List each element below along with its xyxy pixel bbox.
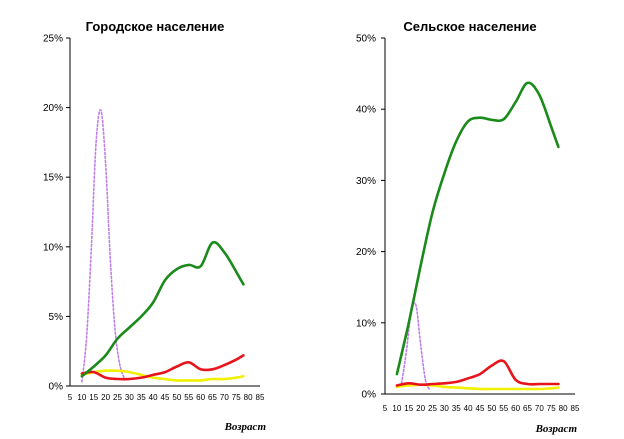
x-tick-label: 85 bbox=[571, 404, 580, 413]
x-tick-label: 10 bbox=[392, 404, 401, 413]
x-tick-label: 50 bbox=[487, 404, 496, 413]
series-line-red bbox=[80, 354, 245, 381]
series-line-violet bbox=[81, 109, 126, 383]
y-tick-label: 30% bbox=[356, 176, 376, 187]
series-line-green bbox=[395, 81, 560, 376]
x-tick-label: 80 bbox=[559, 404, 568, 413]
x-tick-label: 45 bbox=[476, 404, 485, 413]
y-tick-label: 10% bbox=[43, 242, 63, 253]
x-tick-label: 60 bbox=[196, 393, 205, 402]
series-line-green bbox=[80, 240, 245, 378]
y-tick-label: 20% bbox=[43, 103, 63, 114]
x-tick-label: 55 bbox=[499, 404, 508, 413]
x-tick-label: 5 bbox=[383, 404, 388, 413]
x-tick-label: 20 bbox=[416, 404, 425, 413]
series-line-violet bbox=[400, 301, 431, 392]
chart-rural: Сельское население Возраст 0% 10% 20% 30% 40… bbox=[356, 19, 580, 435]
x-tick-label: 15 bbox=[89, 393, 98, 402]
x-tick-label: 10 bbox=[77, 393, 86, 402]
x-tick-label: 40 bbox=[464, 404, 473, 413]
x-tick-label: 30 bbox=[440, 404, 449, 413]
x-tick-label: 65 bbox=[208, 393, 217, 402]
y-tick-label: 0% bbox=[49, 382, 64, 393]
x-tick-label: 55 bbox=[184, 393, 193, 402]
x-tick-label: 45 bbox=[161, 393, 170, 402]
x-tick-label: 70 bbox=[220, 393, 229, 402]
x-axis-label: Возраст bbox=[535, 423, 578, 435]
y-tick-label: 5% bbox=[49, 312, 64, 323]
y-tick-label: 50% bbox=[356, 34, 376, 45]
x-tick-label: 65 bbox=[523, 404, 532, 413]
x-axis-label: Возраст bbox=[224, 421, 267, 433]
y-tick-label: 40% bbox=[356, 105, 376, 116]
x-tick-label: 35 bbox=[452, 404, 461, 413]
x-tick-label: 20 bbox=[101, 393, 110, 402]
x-tick-label: 75 bbox=[232, 393, 241, 402]
series-line-yellow bbox=[80, 369, 245, 382]
x-tick-label: 35 bbox=[137, 393, 146, 402]
x-tick-label: 70 bbox=[535, 404, 544, 413]
x-tick-label: 50 bbox=[172, 393, 181, 402]
x-tick-label: 25 bbox=[428, 404, 437, 413]
x-tick-label: 75 bbox=[547, 404, 556, 413]
x-tick-label: 40 bbox=[149, 393, 158, 402]
x-tick-label: 25 bbox=[113, 393, 122, 402]
chart-title: Городское население bbox=[86, 19, 225, 34]
x-tick-label: 80 bbox=[244, 393, 253, 402]
x-tick-label: 85 bbox=[256, 393, 265, 402]
y-tick-label: 20% bbox=[356, 247, 376, 258]
y-tick-label: 25% bbox=[43, 34, 63, 45]
chart-title: Сельское население bbox=[403, 19, 536, 34]
x-tick-label: 60 bbox=[511, 404, 520, 413]
y-tick-label: 0% bbox=[362, 390, 377, 401]
chart-urban: Городское население Возраст 0% 5% 10% 15% 20… bbox=[43, 19, 266, 433]
y-tick-label: 10% bbox=[356, 318, 376, 329]
x-tick-label: 15 bbox=[404, 404, 413, 413]
x-tick-label: 30 bbox=[125, 393, 134, 402]
x-tick-label: 5 bbox=[68, 393, 73, 402]
y-tick-label: 15% bbox=[43, 173, 63, 184]
series-line-red bbox=[395, 359, 560, 387]
